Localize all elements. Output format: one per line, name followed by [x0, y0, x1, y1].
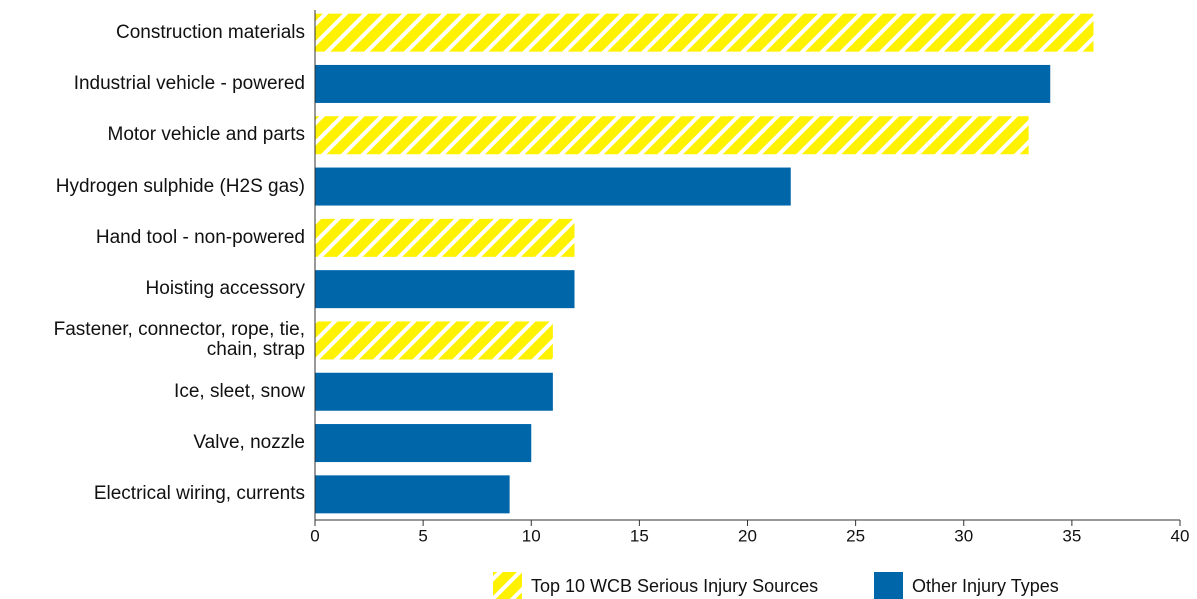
x-tick-label: 30 — [954, 526, 973, 545]
x-tick-label: 25 — [846, 526, 865, 545]
y-tick-label: Electrical wiring, currents — [93, 483, 305, 505]
bar — [315, 424, 532, 463]
x-tick-label: 5 — [418, 526, 427, 545]
x-tick-label: 15 — [630, 526, 649, 545]
x-tick-label: 35 — [1062, 526, 1081, 545]
y-tick-label: Construction materials — [115, 21, 305, 43]
y-tick-label: Fastener, connector, rope, tie, chain, s… — [53, 319, 305, 361]
legend-swatch — [493, 572, 522, 599]
bar — [315, 64, 1051, 103]
y-tick-label: Ice, sleet, snow — [174, 380, 305, 402]
bar — [315, 218, 575, 257]
bar — [315, 372, 553, 411]
x-tick-label: 20 — [738, 526, 757, 545]
y-tick-label: Motor vehicle and parts — [107, 124, 306, 146]
y-tick-label: Industrial vehicle - powered — [73, 72, 305, 94]
x-tick-label: 10 — [522, 526, 541, 545]
bar — [315, 321, 553, 360]
bar — [315, 270, 575, 309]
x-tick-label: 0 — [310, 526, 319, 545]
bar — [315, 167, 791, 206]
bar — [315, 116, 1029, 155]
bar — [315, 13, 1094, 52]
legend-label: Top 10 WCB Serious Injury Sources — [531, 576, 819, 596]
x-tick-label: 40 — [1171, 526, 1190, 545]
y-tick-label: Valve, nozzle — [193, 432, 305, 454]
legend-swatch — [874, 572, 903, 599]
y-tick-label: Hoisting accessory — [145, 278, 305, 300]
bar — [315, 475, 510, 514]
y-tick-label: Hand tool - non-powered — [95, 226, 305, 248]
legend-label: Other Injury Types — [912, 576, 1059, 596]
y-tick-label: Hydrogen sulphide (H2S gas) — [55, 175, 305, 197]
